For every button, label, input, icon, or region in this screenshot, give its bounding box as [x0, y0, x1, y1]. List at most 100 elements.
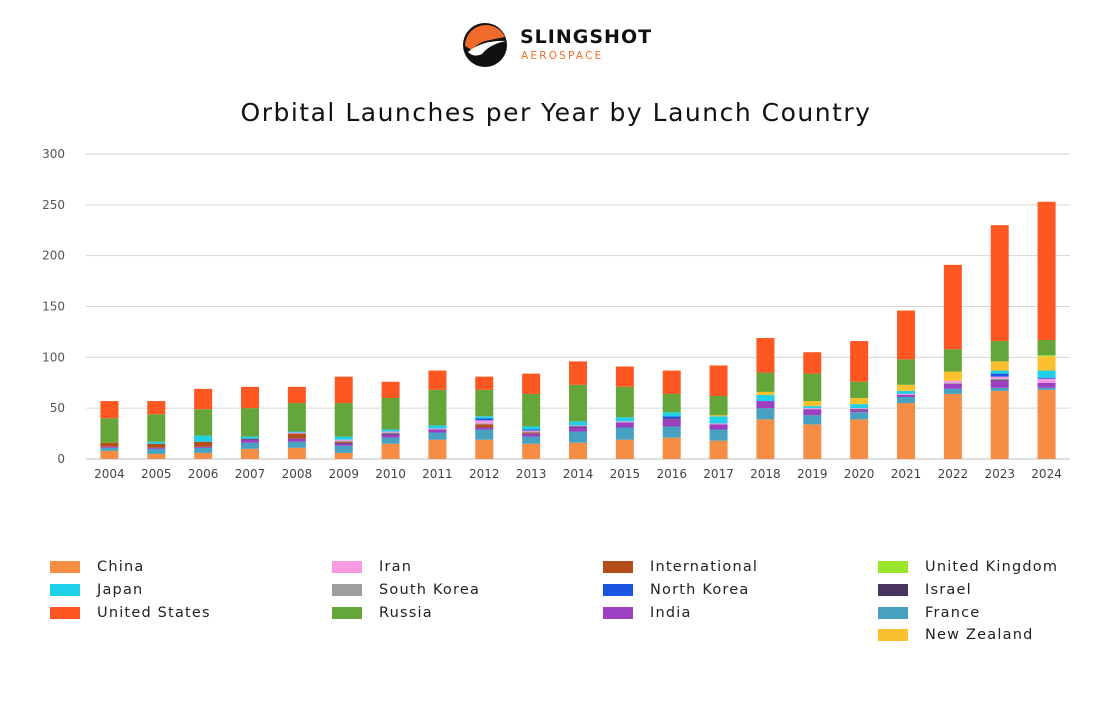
legend-label: Iran: [379, 559, 413, 575]
bar-segment: [428, 429, 447, 433]
bar-segment: [662, 416, 681, 419]
bar-segment: [615, 386, 634, 418]
legend-label: Japan: [97, 582, 144, 598]
bar-segment: [709, 365, 728, 396]
bar-segment: [241, 438, 259, 440]
slingshot-logo: [463, 23, 507, 67]
bar-segment: [241, 442, 259, 449]
bar-segment: [709, 395, 728, 416]
bar-segment: [709, 429, 728, 441]
bar-segment: [850, 408, 869, 410]
bar-segment: [475, 376, 494, 390]
legend-label: Russia: [379, 605, 433, 621]
bar-segment: [475, 439, 494, 459]
bar-segment: [475, 416, 494, 419]
bar-segment: [756, 372, 775, 392]
bar-segment: [803, 406, 822, 409]
x-tick-label: 2015: [610, 467, 641, 481]
bar-segment: [147, 441, 166, 444]
legend-swatch: [332, 561, 362, 573]
bar-segment: [287, 441, 306, 448]
bar-segment: [194, 409, 213, 436]
bar-segment: [897, 396, 915, 404]
bar-segment: [850, 404, 869, 409]
legend-item: South Korea: [332, 580, 480, 600]
bar-segment: [990, 390, 1009, 459]
bar-segment: [522, 393, 541, 427]
bar-segment: [381, 431, 400, 433]
bar-segment: [100, 401, 119, 419]
bar-segment: [475, 424, 494, 428]
bar-segment: [194, 435, 213, 442]
bar-segment: [1037, 356, 1056, 371]
x-tick-label: 2004: [94, 467, 125, 481]
y-tick-label: 150: [42, 300, 65, 314]
x-tick-label: 2017: [703, 467, 734, 481]
bar-segment: [897, 403, 915, 459]
x-tick-label: 2019: [797, 467, 828, 481]
bar-segment: [381, 443, 400, 459]
bar-segment: [803, 352, 822, 374]
legend-swatch: [332, 607, 362, 619]
bar-segment: [241, 448, 259, 459]
bar-segment: [990, 361, 1009, 371]
bar-segment: [662, 418, 681, 420]
bar-segment: [334, 452, 353, 459]
bar-segment: [943, 383, 962, 389]
bar-segment: [1037, 370, 1056, 378]
x-tick-label: 2012: [469, 467, 500, 481]
legend-swatch: [50, 584, 80, 596]
x-tick-label: 2011: [422, 467, 453, 481]
bar-segment: [803, 424, 822, 459]
bar-segment: [943, 349, 962, 372]
x-tick-label: 2010: [375, 467, 406, 481]
bar-segment: [194, 446, 213, 448]
bar-segment: [709, 440, 728, 459]
bar-segment: [147, 453, 166, 459]
x-tick-label: 2006: [188, 467, 219, 481]
bar-segment: [662, 370, 681, 394]
bar-segment: [990, 370, 1009, 374]
bar-segment: [569, 421, 587, 426]
bar-segment: [1037, 389, 1056, 459]
bar-segment: [475, 423, 494, 425]
bar-segment: [194, 388, 213, 410]
bar-segment: [615, 421, 634, 423]
bar-segment: [897, 359, 915, 385]
bar-segment: [334, 440, 353, 442]
legend-label: China: [97, 559, 145, 575]
bar-segment: [756, 394, 775, 402]
bar-segment: [194, 447, 213, 453]
bar-segment: [147, 443, 166, 448]
bar-segment: [334, 442, 353, 444]
bar-segment: [147, 448, 166, 454]
bar-segment: [287, 447, 306, 459]
bar-segment: [943, 382, 962, 384]
bar-segment: [1037, 377, 1056, 379]
bar-segment: [1037, 382, 1056, 388]
bar-segment: [709, 415, 728, 417]
bar-segment: [287, 432, 306, 434]
bar-segment: [522, 433, 541, 437]
legend-item: Russia: [332, 603, 433, 623]
legend-swatch: [332, 584, 362, 596]
legend-item: Israel: [878, 580, 972, 600]
legend-item: New Zealand: [878, 625, 1033, 645]
legend-label: International: [650, 559, 759, 575]
bar-segment: [334, 443, 353, 446]
bar-segment: [990, 387, 1009, 391]
legend-item: International: [603, 557, 758, 577]
x-tick-label: 2016: [656, 467, 687, 481]
bar-segment: [428, 439, 447, 459]
legend-swatch: [878, 607, 908, 619]
legend-item: Iran: [332, 557, 412, 577]
x-tick-label: 2023: [984, 467, 1015, 481]
bar-segment: [381, 432, 400, 434]
y-tick-label: 100: [42, 350, 65, 364]
bar-segment: [569, 361, 587, 385]
brand-tagline: AEROSPACE: [521, 50, 604, 62]
bar-segment: [334, 436, 353, 440]
bar-segment: [990, 379, 1009, 381]
bar-segment: [615, 439, 634, 459]
bar-segment: [381, 429, 400, 432]
